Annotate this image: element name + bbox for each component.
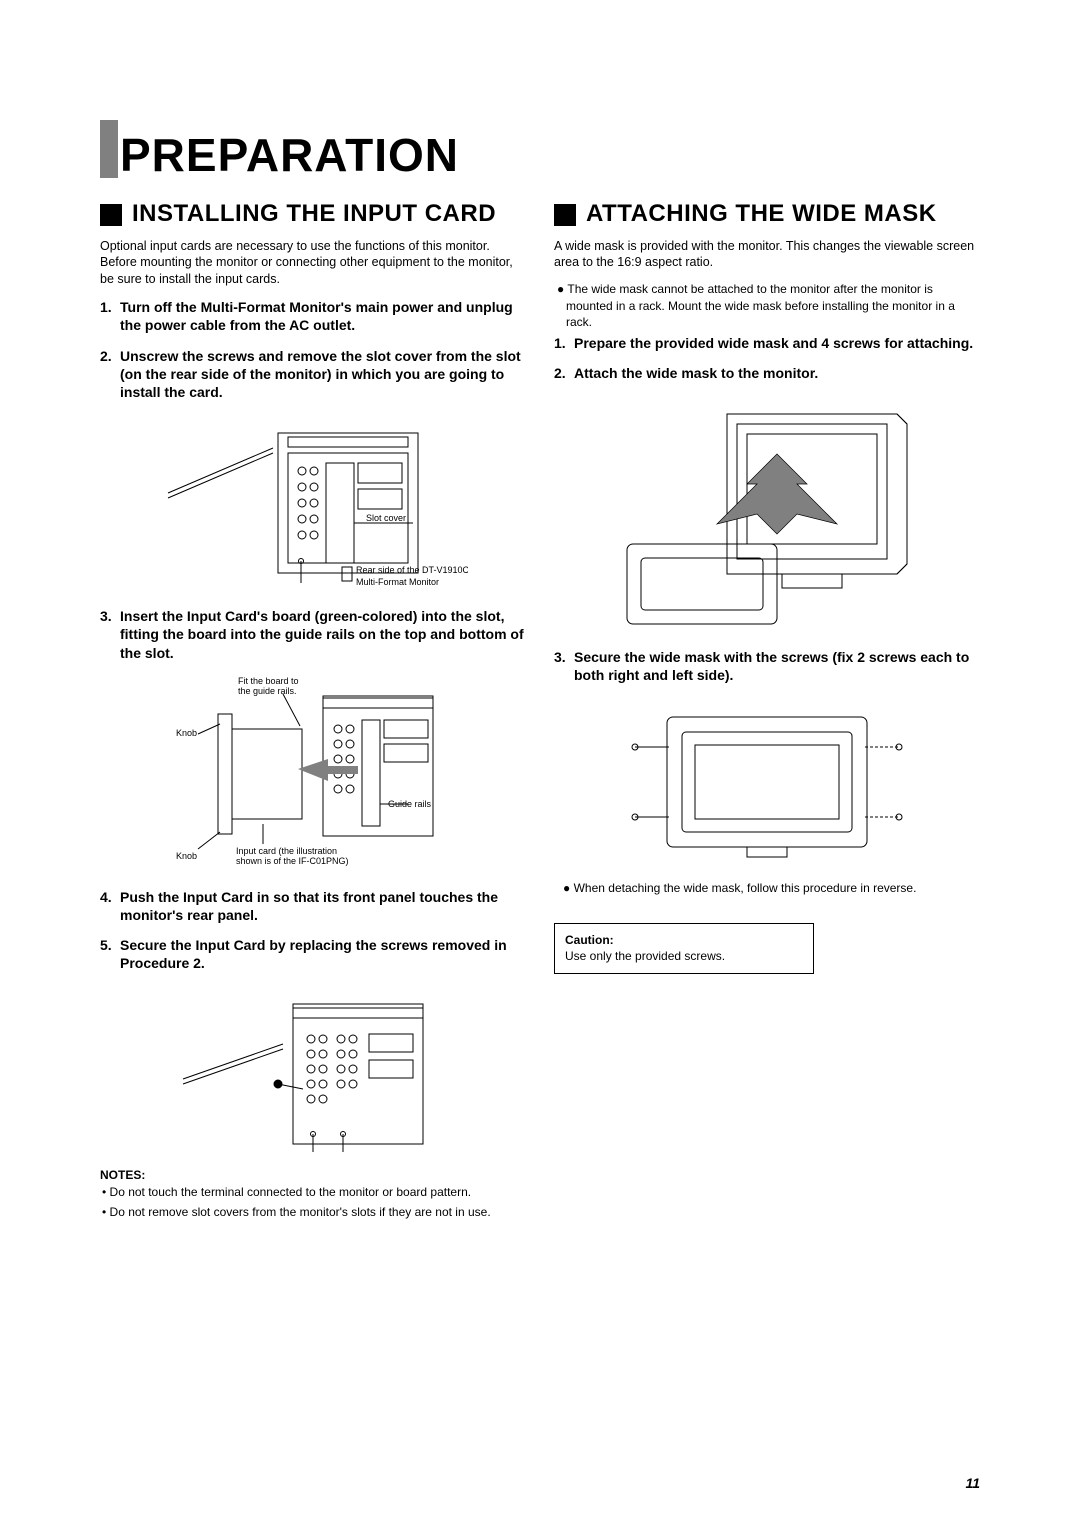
install-steps-cont2: Push the Input Card in so that its front… bbox=[100, 888, 526, 973]
diagram-mask-secure-icon bbox=[607, 697, 927, 867]
caution-text: Use only the provided screws. bbox=[565, 948, 803, 965]
page-title-row: PREPARATION bbox=[100, 120, 980, 178]
section-head-mask: ATTACHING THE WIDE MASK bbox=[554, 200, 980, 228]
label-fit-rails-2: the guide rails. bbox=[238, 686, 297, 696]
caution-box: Caution: Use only the provided screws. bbox=[554, 923, 814, 975]
install-steps: Turn off the Multi-Format Monitor's main… bbox=[100, 298, 526, 401]
mask-step-1: Prepare the provided wide mask and 4 scr… bbox=[554, 334, 980, 352]
figure-secure-card bbox=[100, 984, 526, 1154]
note-2: • Do not remove slot covers from the mon… bbox=[100, 1204, 526, 1220]
figure-mask-attach bbox=[554, 394, 980, 634]
figure-slot-cover: Slot cover Rear side of the DT-V1910CG M… bbox=[100, 413, 526, 593]
section-head-install: INSTALLING THE INPUT CARD bbox=[100, 200, 526, 228]
label-knob-top: Knob bbox=[176, 728, 197, 738]
section-title-mask: ATTACHING THE WIDE MASK bbox=[586, 200, 937, 228]
install-step-2: Unscrew the screws and remove the slot c… bbox=[100, 347, 526, 402]
diagram-mask-attach-icon bbox=[607, 394, 927, 634]
install-intro: Optional input cards are necessary to us… bbox=[100, 238, 526, 289]
column-left: INSTALLING THE INPUT CARD Optional input… bbox=[100, 200, 526, 1223]
mask-step-2: Attach the wide mask to the monitor. bbox=[554, 364, 980, 382]
mask-steps-cont: Secure the wide mask with the screws (fi… bbox=[554, 648, 980, 684]
label-rear-side-2: Multi-Format Monitor bbox=[356, 577, 439, 587]
label-input-card-2: shown is of the IF-C01PNG) bbox=[236, 856, 349, 866]
label-input-card-1: Input card (the illustration bbox=[236, 846, 337, 856]
page-title: PREPARATION bbox=[120, 132, 459, 178]
mask-intro: A wide mask is provided with the monitor… bbox=[554, 238, 980, 272]
column-right: ATTACHING THE WIDE MASK A wide mask is p… bbox=[554, 200, 980, 1223]
label-slot-cover: Slot cover bbox=[366, 513, 406, 523]
notes-label: NOTES: bbox=[100, 1168, 526, 1182]
mask-rack-note: ● The wide mask cannot be attached to th… bbox=[554, 281, 980, 330]
label-fit-rails-1: Fit the board to bbox=[238, 676, 299, 686]
install-step-3: Insert the Input Card's board (green-col… bbox=[100, 607, 526, 662]
install-step-1: Turn off the Multi-Format Monitor's main… bbox=[100, 298, 526, 334]
mask-steps: Prepare the provided wide mask and 4 scr… bbox=[554, 334, 980, 382]
section-title-install: INSTALLING THE INPUT CARD bbox=[132, 200, 496, 228]
page-number: 11 bbox=[965, 1475, 980, 1491]
notes-list: • Do not touch the terminal connected to… bbox=[100, 1184, 526, 1219]
mask-step-3: Secure the wide mask with the screws (fi… bbox=[554, 648, 980, 684]
label-rear-side-1: Rear side of the DT-V1910CG bbox=[356, 565, 468, 575]
figure-mask-secure bbox=[554, 697, 980, 867]
label-guide-rails: Guide rails bbox=[388, 799, 432, 809]
caution-title: Caution: bbox=[565, 932, 803, 949]
install-steps-cont: Insert the Input Card's board (green-col… bbox=[100, 607, 526, 662]
install-step-4: Push the Input Card in so that its front… bbox=[100, 888, 526, 924]
detach-note: ● When detaching the wide mask, follow t… bbox=[560, 881, 980, 895]
diagram-insert-icon: Fit the board to the guide rails. Knob K… bbox=[148, 674, 478, 874]
install-step-5: Secure the Input Card by replacing the s… bbox=[100, 936, 526, 972]
section-marker-icon bbox=[100, 204, 122, 226]
title-accent-bar bbox=[100, 120, 118, 178]
label-knob-bottom: Knob bbox=[176, 851, 197, 861]
diagram-secure-icon bbox=[163, 984, 463, 1154]
note-1: • Do not touch the terminal connected to… bbox=[100, 1184, 526, 1200]
diagram-rear-panel-icon: Slot cover Rear side of the DT-V1910CG M… bbox=[158, 413, 468, 593]
section-marker-icon bbox=[554, 204, 576, 226]
figure-insert-card: Fit the board to the guide rails. Knob K… bbox=[100, 674, 526, 874]
two-column-layout: INSTALLING THE INPUT CARD Optional input… bbox=[100, 200, 980, 1223]
